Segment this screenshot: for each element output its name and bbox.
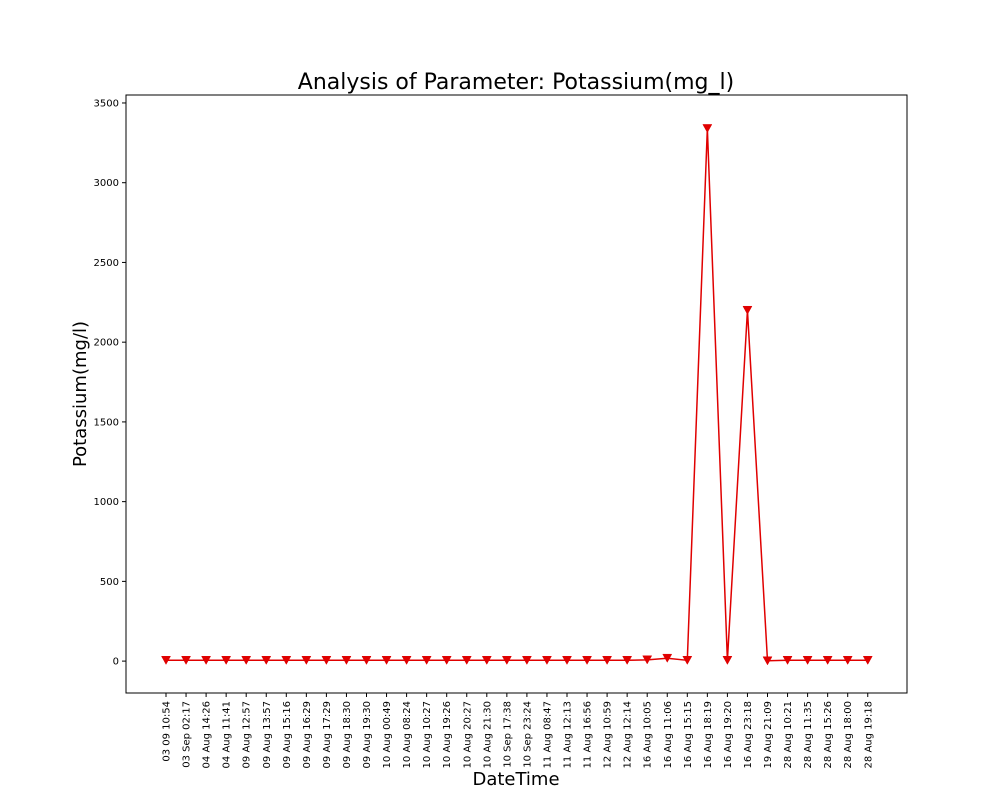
data-point-marker bbox=[321, 656, 332, 665]
x-tick-label: 16 Aug 23:18 bbox=[743, 701, 754, 768]
x-tick-label: 11 Aug 08:47 bbox=[542, 701, 553, 768]
data-point-marker bbox=[782, 656, 793, 665]
data-point-marker bbox=[822, 656, 833, 665]
x-tick-label: 03 Sep 02:17 bbox=[182, 701, 193, 768]
x-tick-label: 28 Aug 11:35 bbox=[803, 701, 814, 768]
data-point-marker bbox=[261, 656, 272, 665]
data-point-marker bbox=[461, 656, 472, 665]
x-tick-label: 28 Aug 18:00 bbox=[843, 701, 854, 768]
x-tick-label: 10 Sep 23:24 bbox=[522, 701, 533, 768]
y-tick-label: 0 bbox=[113, 657, 119, 668]
x-tick-label: 16 Aug 10:05 bbox=[643, 701, 654, 768]
x-tick-label: 10 Aug 08:24 bbox=[402, 701, 413, 768]
potassium-series bbox=[161, 124, 873, 666]
data-point-marker bbox=[702, 124, 713, 134]
x-tick-label: 09 Aug 12:57 bbox=[242, 701, 253, 768]
data-point-marker bbox=[682, 656, 693, 665]
x-tick-label: 09 Aug 16:29 bbox=[302, 701, 313, 768]
y-tick-label: 500 bbox=[100, 577, 119, 588]
data-point-marker bbox=[341, 656, 352, 665]
data-point-marker bbox=[401, 656, 412, 665]
x-tick-label: 28 Aug 10:21 bbox=[783, 701, 794, 768]
y-tick-label: 2500 bbox=[94, 258, 119, 269]
x-tick-label: 10 Aug 21:30 bbox=[482, 701, 493, 768]
data-point-marker bbox=[742, 305, 753, 315]
y-tick-label: 3500 bbox=[94, 98, 119, 109]
data-point-marker bbox=[501, 656, 512, 665]
x-tick-label: 09 Aug 15:16 bbox=[282, 701, 293, 768]
x-tick-label: 10 Aug 10:27 bbox=[422, 701, 433, 768]
series-line bbox=[166, 127, 868, 662]
data-point-marker bbox=[542, 656, 552, 665]
data-point-marker bbox=[421, 656, 432, 665]
data-point-marker bbox=[802, 656, 813, 665]
data-point-marker bbox=[642, 655, 653, 665]
data-point-marker bbox=[481, 656, 492, 665]
x-tick-label: 11 Aug 12:13 bbox=[563, 701, 574, 768]
data-point-marker bbox=[181, 656, 191, 665]
plot-area-frame bbox=[125, 94, 908, 694]
x-tick-label: 16 Aug 15:15 bbox=[683, 701, 694, 768]
y-axis-label: Potassium(mg/l) bbox=[70, 321, 91, 467]
data-point-marker bbox=[722, 656, 733, 665]
x-tick-label: 28 Aug 15:26 bbox=[823, 701, 834, 768]
data-point-marker bbox=[161, 656, 171, 665]
x-tick-label: 12 Aug 10:59 bbox=[603, 701, 614, 768]
data-point-marker bbox=[582, 656, 592, 665]
x-tick-label: 11 Aug 16:56 bbox=[583, 701, 594, 768]
x-tick-label: 09 Aug 17:29 bbox=[322, 701, 333, 768]
data-point-marker bbox=[602, 656, 613, 665]
data-point-marker bbox=[662, 653, 673, 663]
x-tick-label: 09 Aug 19:30 bbox=[362, 701, 373, 768]
y-tick-label: 1000 bbox=[94, 497, 119, 508]
x-tick-label: 10 Aug 20:27 bbox=[462, 701, 473, 768]
x-tick-label: 04 Aug 14:26 bbox=[202, 701, 213, 768]
data-point-marker bbox=[221, 656, 232, 665]
x-axis-label: DateTime bbox=[472, 769, 559, 790]
data-point-marker bbox=[562, 656, 572, 665]
data-point-marker bbox=[281, 656, 292, 665]
data-point-marker bbox=[361, 656, 372, 665]
y-tick-label: 2000 bbox=[94, 338, 119, 349]
x-tick-label: 28 Aug 19:18 bbox=[863, 701, 874, 768]
x-tick-label: 04 Aug 11:41 bbox=[222, 701, 233, 768]
x-tick-label: 12 Aug 12:14 bbox=[623, 701, 634, 768]
data-point-marker bbox=[241, 656, 252, 665]
x-tick-label: 10 Sep 17:38 bbox=[502, 701, 513, 768]
data-point-marker bbox=[521, 656, 532, 665]
y-tick-label: 1500 bbox=[94, 417, 119, 428]
y-axis: 0 500 1000 1500 2000 2500 3000 3500 bbox=[94, 98, 126, 668]
x-axis: 03 09 10:54 03 Sep 02:17 04 Aug 14:26 04 Au… bbox=[162, 693, 874, 768]
x-tick-label: 03 09 10:54 bbox=[162, 701, 173, 762]
x-tick-label: 16 Aug 19:20 bbox=[723, 701, 734, 768]
x-tick-label: 16 Aug 18:19 bbox=[703, 701, 714, 768]
x-tick-label: 09 Aug 13:57 bbox=[262, 701, 273, 768]
data-point-marker bbox=[381, 656, 392, 665]
data-point-marker bbox=[762, 656, 773, 666]
data-point-marker bbox=[201, 656, 212, 665]
x-tick-label: 19 Aug 21:09 bbox=[763, 701, 774, 768]
data-point-marker bbox=[622, 656, 633, 665]
data-point-marker bbox=[441, 656, 452, 665]
chart-title: Analysis of Parameter: Potassium(mg_l) bbox=[298, 70, 734, 95]
x-tick-label: 16 Aug 11:06 bbox=[663, 701, 674, 768]
data-point-marker bbox=[862, 656, 873, 665]
data-point-marker bbox=[842, 656, 853, 665]
data-point-marker bbox=[301, 656, 312, 665]
y-tick-label: 3000 bbox=[94, 178, 119, 189]
x-tick-label: 09 Aug 18:30 bbox=[342, 701, 353, 768]
x-tick-label: 10 Aug 00:49 bbox=[382, 701, 393, 768]
x-tick-label: 10 Aug 19:26 bbox=[442, 701, 453, 768]
